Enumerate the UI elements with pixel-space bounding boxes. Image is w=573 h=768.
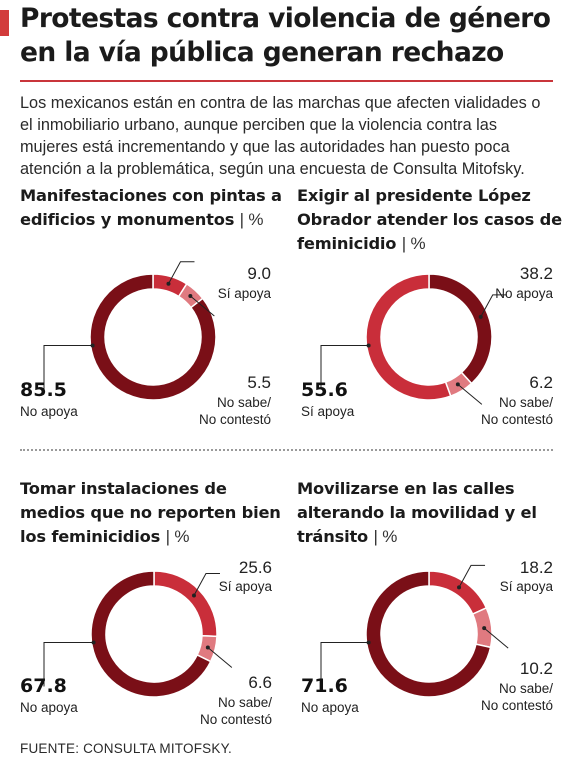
slice-value-label: 85.5 [20,379,67,401]
leader-line [193,573,220,596]
leader-line [458,564,486,588]
donut-slice [428,273,493,385]
donut-slice [365,273,452,401]
leader-dot [482,626,487,631]
slice-category-label: Sí apoya [301,404,355,419]
leader-dot [457,585,462,590]
slice-category-label: No apoya [20,404,78,419]
donut-slice [365,570,492,698]
leader-line [480,294,507,318]
donut-chart [43,570,233,698]
donut-slice [89,273,217,401]
chart-title: Manifestaciones con pintas a edificios y… [20,184,285,232]
leader-dot [366,640,371,645]
donut-slice [90,570,212,698]
leader-line [320,344,369,390]
leader-dot [478,314,483,319]
leader-dot [90,343,95,348]
leader-dot [455,382,460,387]
leader-line [43,344,93,390]
slice-value-label: 71.6 [301,675,348,697]
slice-value-label: 5.5 [247,373,271,392]
chart-title-text: Exigir al presidente López Obrador atend… [297,186,562,253]
source-note: FUENTE: CONSULTA MITOFSKY. [20,741,232,756]
leader-line [457,384,483,405]
intro-paragraph: Los mexicanos están en contra de las mar… [20,94,541,178]
leader-dot [166,281,171,286]
slice-category-label: Sí apoya [218,579,272,594]
leader-dot [366,343,371,348]
title-accent-bar [0,10,9,36]
donut-slice [428,570,488,616]
donut-chart [320,273,507,405]
slice-value-label: 38.2 [519,264,553,283]
label-line: No contestó [199,712,272,727]
slice-category-label: Sí apoya [499,579,553,594]
slice-category-label: No apoya [495,286,553,301]
label-line: No sabe/ [217,695,272,710]
donut-chart [43,261,217,401]
label-line: No sabe/ [216,395,271,410]
slice-value-label: 10.2 [519,659,553,678]
headline-rule [20,80,553,82]
chart-panel: Manifestaciones con pintas a edificios y… [20,184,290,434]
chart-title-text: Tomar instalaciones de medios que no rep… [20,479,281,546]
headline: Protestas contra violencia de género en … [20,3,551,68]
slice-category-label: No sabe/No contestó [481,394,553,428]
chart-panel: Movilizarse en las calles alterando la m… [297,477,567,727]
slice-category-label: No apoya [301,700,359,715]
slice-value-label: 55.6 [301,379,348,401]
label-line: No sabe/ [498,395,553,410]
label-line: No sabe/ [498,681,553,696]
label-line: No contestó [480,412,553,427]
leader-line [43,641,94,687]
chart-panel: Exigir al presidente López Obrador atend… [297,184,567,434]
chart-title: Movilizarse en las calles alterando la m… [297,477,562,549]
chart-title-text: Manifestaciones con pintas a edificios y… [20,186,282,229]
slice-value-label: 6.2 [529,373,553,392]
chart-title-text: Movilizarse en las calles alterando la m… [297,479,537,546]
slice-value-label: 6.6 [248,673,272,692]
slice-category-label: No apoya [20,700,78,715]
slice-category-label: No sabe/No contestó [199,394,271,428]
leader-dot [205,645,210,650]
slice-category-label: No sabe/No contestó [200,694,272,728]
slice-value-label: 9.0 [247,264,271,283]
slice-category-label: Sí apoya [217,286,271,301]
leader-dot [91,640,96,645]
label-line: No contestó [198,412,271,427]
donut-chart [320,564,509,698]
chart-unit: | % [401,234,426,253]
chart-unit: | % [373,527,398,546]
slice-category-label: No sabe/No contestó [481,680,553,714]
leader-dot [191,593,196,598]
chart-unit: | % [165,527,190,546]
chart-panel: Tomar instalaciones de medios que no rep… [20,477,290,727]
section-divider [20,449,553,451]
slice-value-label: 67.8 [20,675,67,697]
leader-line [190,295,215,317]
leader-line [483,627,509,649]
leader-line [207,647,233,668]
leader-dot [188,293,193,298]
leader-line [168,261,195,284]
chart-title: Tomar instalaciones de medios que no rep… [20,477,285,549]
chart-title: Exigir al presidente López Obrador atend… [297,184,562,256]
slice-value-label: 25.6 [238,558,272,577]
chart-unit: | % [239,210,264,229]
leader-line [320,641,369,687]
slice-value-label: 18.2 [519,558,553,577]
label-line: No contestó [480,698,553,713]
donut-slice [153,570,218,638]
